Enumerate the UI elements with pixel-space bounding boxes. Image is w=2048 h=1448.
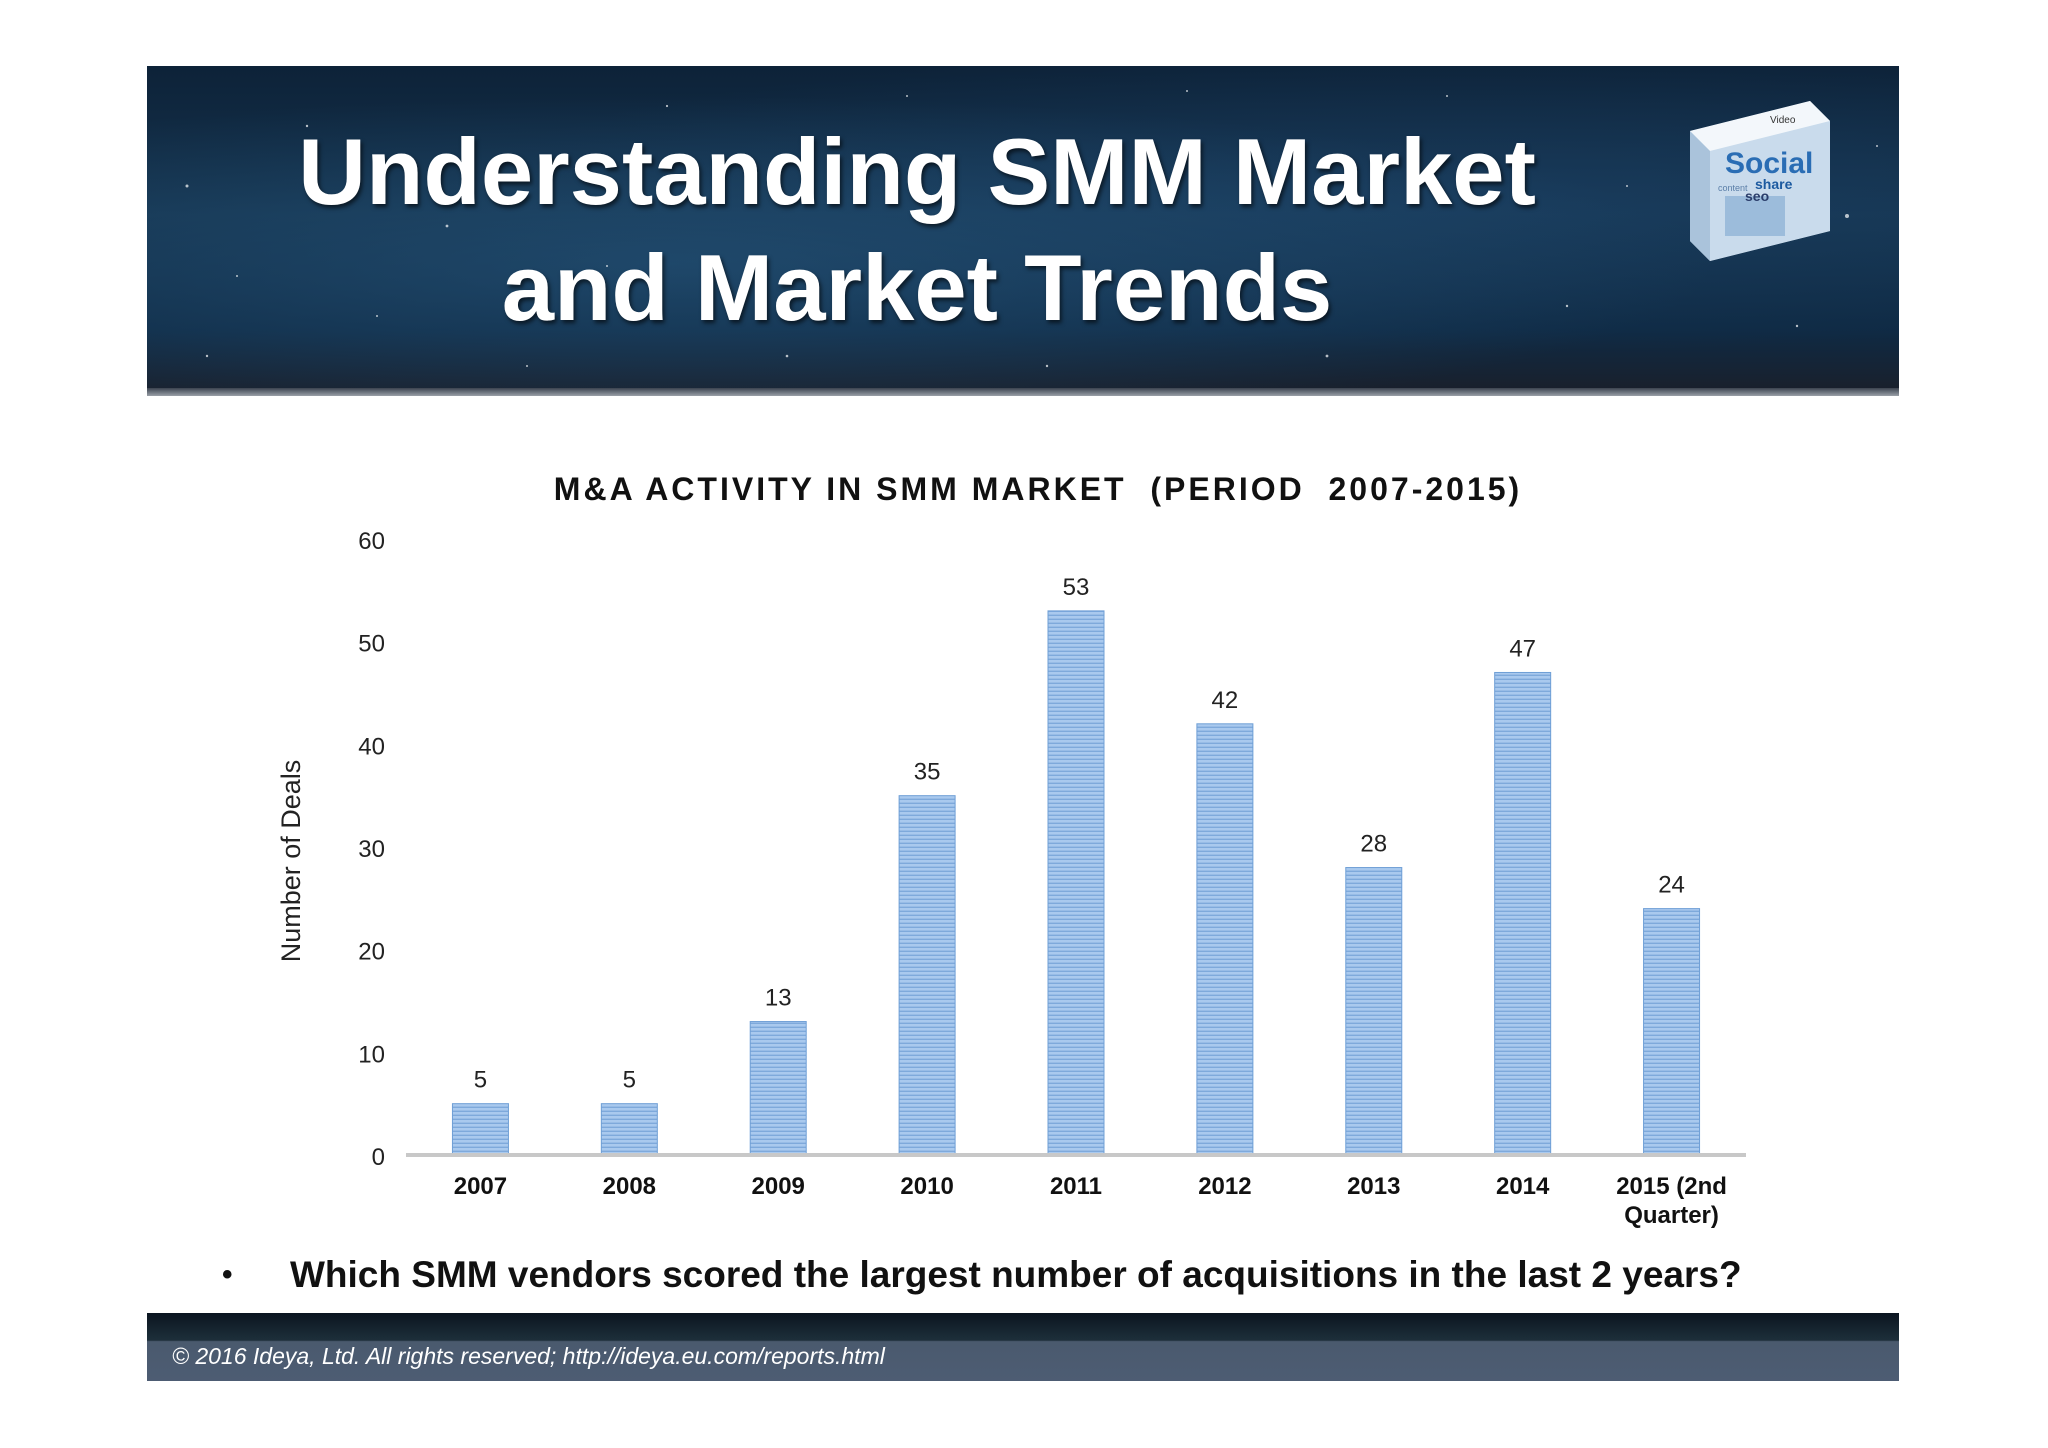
bar [898,795,956,1156]
x-tick-label: Quarter) [1624,1202,1719,1229]
data-label: 13 [765,985,792,1012]
bar [1494,671,1552,1156]
y-axis-label: Number of Deals [276,760,306,963]
data-labels-group: 5 5 13 35 53 42 28 47 24 [474,574,1685,1094]
data-label: 53 [1063,574,1090,601]
page-title-line-1: Understanding SMM Market [298,119,1536,224]
x-tick-label: 2010 [900,1173,953,1200]
bar [451,1103,509,1156]
bar [1196,723,1254,1156]
logo-word-video: Video [1770,115,1796,126]
logo-word-social: Social [1725,147,1813,180]
y-tick-label: 30 [358,836,385,863]
bar [749,1021,807,1156]
logo-word-seo: seo [1745,188,1769,204]
x-tick-label: 2008 [603,1173,656,1200]
footer-bar: © 2016 Ideya, Ltd. All rights reserved; … [147,1313,1899,1381]
x-tick-label: 2012 [1198,1173,1251,1200]
y-tick-label: 50 [358,631,385,658]
y-tick-label: 20 [358,939,385,966]
bullet-question: • Which SMM vendors scored the largest n… [222,1250,1922,1300]
x-tick-label: 2014 [1496,1173,1550,1200]
data-label: 5 [623,1067,636,1094]
x-tick-label: 2013 [1347,1173,1400,1200]
starfield-background [185,90,1878,368]
data-label: 35 [914,759,941,786]
y-axis-ticks: 0 10 20 30 40 50 60 [358,528,385,1171]
logo-word-share: share [1755,176,1793,192]
footer-copyright: © 2016 Ideya, Ltd. All rights reserved; … [172,1343,885,1369]
data-label: 24 [1658,872,1685,899]
bar [1345,867,1403,1156]
bar [600,1103,658,1156]
y-tick-label: 40 [358,733,385,760]
page-title-line-2: and Market Trends [501,235,1333,340]
bar [1643,908,1701,1156]
bullet-text: Which SMM vendors scored the largest num… [290,1254,1742,1295]
chart-title: M&A ACTIVITY IN SMM MARKET (PERIOD 2007-… [554,471,1522,507]
x-tick-label: 2015 (2nd [1616,1173,1727,1200]
x-axis-ticks: 2007 2008 2009 2010 2011 2012 2013 2014 2015 (2n… [454,1173,1727,1229]
y-tick-label: 0 [372,1144,385,1171]
data-label: 47 [1509,635,1536,662]
x-tick-label: 2007 [454,1173,507,1200]
bar [1047,610,1105,1156]
x-tick-label: 2011 [1050,1173,1102,1200]
y-tick-label: 10 [358,1041,385,1068]
bars-group [451,610,1701,1156]
data-label: 42 [1212,687,1239,714]
header-banner: Understanding SMM Market and Market Tren… [147,66,1899,396]
data-label: 28 [1360,831,1387,858]
page-title: Understanding SMM Market and Market Tren… [267,114,1567,346]
banner-bottom-edge [147,388,1899,396]
logo-word-content: content [1718,183,1748,193]
y-tick-label: 60 [358,528,385,555]
social-media-cube-icon: Social share seo Video content [1690,101,1830,261]
bullet-symbol: • [222,1258,233,1291]
data-label: 5 [474,1067,487,1094]
x-tick-label: 2009 [752,1173,805,1200]
